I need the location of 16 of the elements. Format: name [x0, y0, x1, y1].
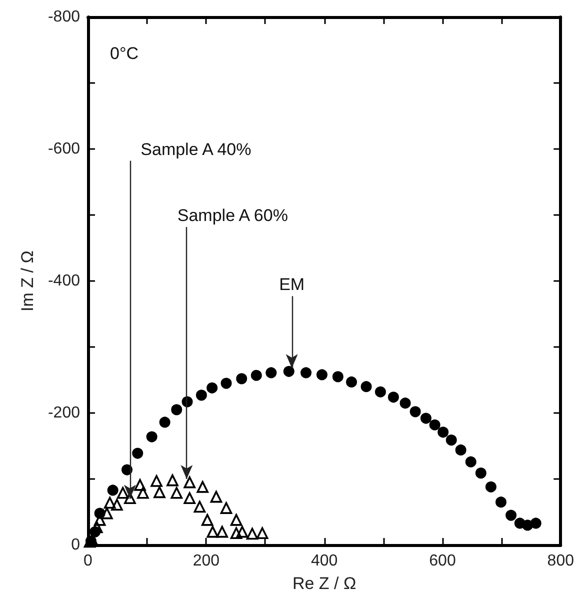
y-tick-label: -400	[48, 272, 80, 290]
annotation: Sample A 60%	[177, 206, 288, 225]
y-axis-title: Im Z / Ω	[18, 250, 37, 312]
y-tick-label: 0	[71, 536, 80, 554]
y-tick-label: -200	[48, 404, 80, 422]
x-axis-title: Re Z / Ω	[292, 574, 356, 593]
annotation: Sample A 40%	[140, 140, 252, 159]
y-tick-label: -600	[48, 140, 80, 158]
x-tick-label: 600	[429, 552, 456, 570]
annotation: EM	[279, 275, 305, 294]
annotation: 0°C	[110, 44, 139, 63]
x-tick-label: 400	[310, 552, 338, 570]
y-tick-label: -800	[48, 8, 80, 26]
x-tick-label: 200	[192, 552, 220, 570]
x-tick-label: 800	[547, 552, 574, 570]
x-tick-label: 0	[84, 552, 93, 570]
